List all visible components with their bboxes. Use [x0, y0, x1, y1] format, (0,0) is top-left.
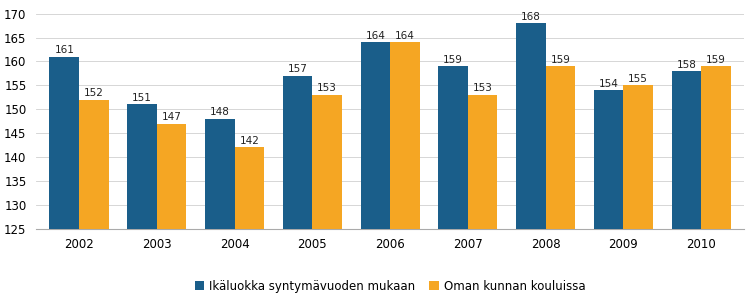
Bar [516, 23, 545, 229]
Bar [79, 100, 108, 229]
Bar [205, 119, 235, 229]
Text: 153: 153 [473, 84, 492, 93]
Bar [127, 104, 157, 229]
Text: 164: 164 [395, 31, 414, 41]
Bar [361, 42, 390, 229]
Bar [594, 90, 623, 229]
Text: 148: 148 [210, 107, 230, 117]
Text: 142: 142 [239, 136, 260, 146]
Text: 152: 152 [84, 88, 104, 98]
Text: 168: 168 [521, 12, 541, 22]
Text: 154: 154 [598, 79, 619, 89]
Bar [468, 95, 497, 229]
Text: 151: 151 [132, 93, 152, 103]
Text: 159: 159 [706, 55, 726, 65]
Bar [390, 42, 420, 229]
Bar [438, 66, 468, 229]
Text: 158: 158 [676, 59, 696, 69]
Text: 157: 157 [287, 64, 307, 74]
Bar [545, 66, 575, 229]
Bar [701, 66, 731, 229]
Bar [623, 85, 653, 229]
Bar [672, 71, 701, 229]
Bar [313, 95, 342, 229]
Text: 155: 155 [628, 74, 648, 84]
Text: 159: 159 [551, 55, 570, 65]
Text: 147: 147 [162, 112, 182, 122]
Bar [235, 147, 264, 229]
Text: 164: 164 [365, 31, 385, 41]
Legend: Ikäluokka syntymävuoden mukaan, Oman kunnan kouluissa: Ikäluokka syntymävuoden mukaan, Oman kun… [190, 275, 590, 293]
Text: 159: 159 [443, 55, 463, 65]
Text: 161: 161 [55, 45, 74, 55]
Bar [157, 124, 186, 229]
Bar [49, 57, 79, 229]
Text: 153: 153 [317, 84, 337, 93]
Bar [283, 76, 313, 229]
